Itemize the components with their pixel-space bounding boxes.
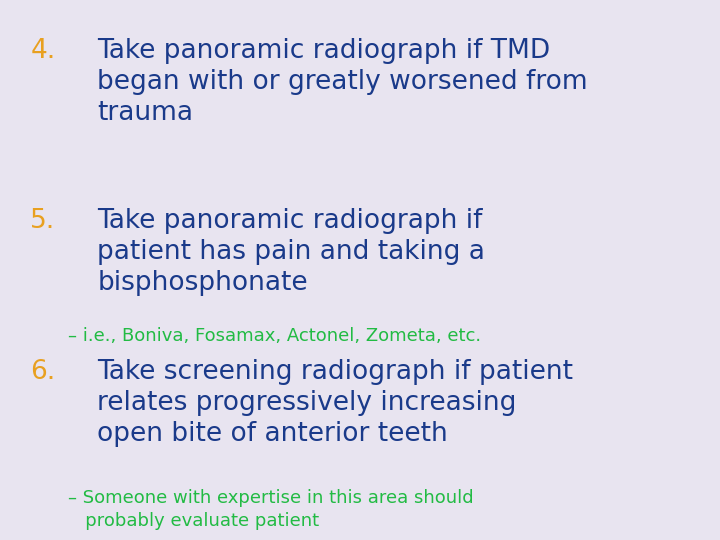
Text: Take screening radiograph if patient
relates progressively increasing
open bite : Take screening radiograph if patient rel…	[97, 359, 573, 447]
Text: 4.: 4.	[30, 38, 55, 64]
Text: – Someone with expertise in this area should
   probably evaluate patient: – Someone with expertise in this area sh…	[68, 489, 474, 530]
Text: 6.: 6.	[30, 359, 55, 385]
Text: 5.: 5.	[30, 208, 55, 234]
Text: – i.e., Boniva, Fosamax, Actonel, Zometa, etc.: – i.e., Boniva, Fosamax, Actonel, Zometa…	[68, 327, 482, 345]
Text: Take panoramic radiograph if TMD
began with or greatly worsened from
trauma: Take panoramic radiograph if TMD began w…	[97, 38, 588, 126]
Text: Take panoramic radiograph if
patient has pain and taking a
bisphosphonate: Take panoramic radiograph if patient has…	[97, 208, 485, 296]
